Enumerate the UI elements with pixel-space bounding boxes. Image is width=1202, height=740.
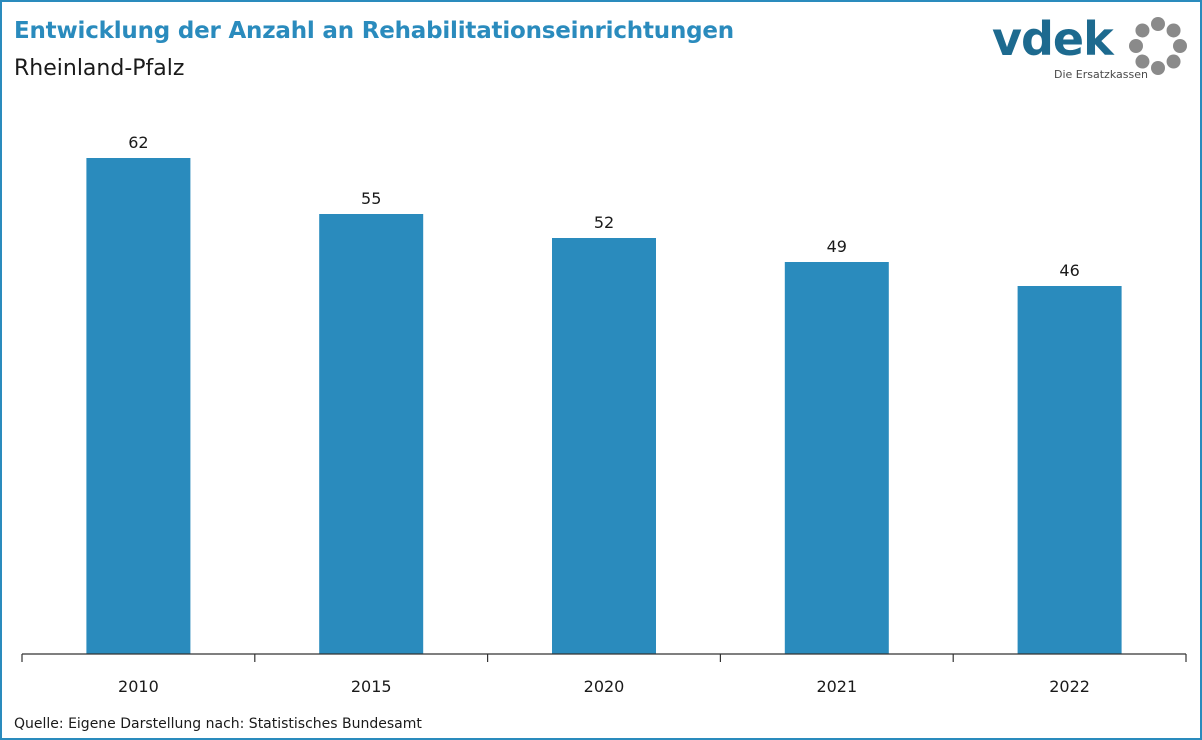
- data-label: 62: [128, 133, 148, 152]
- data-label: 49: [827, 237, 847, 256]
- logo-dot: [1173, 39, 1187, 53]
- data-label: 55: [361, 189, 381, 208]
- bar: [86, 158, 191, 654]
- bar: [552, 238, 656, 654]
- bar: [319, 214, 424, 654]
- bar: [784, 262, 889, 654]
- data-label: 52: [594, 213, 614, 232]
- logo-dot: [1135, 23, 1150, 38]
- logo-dot: [1129, 39, 1143, 53]
- vdek-logo-tagline: Die Ersatzkassen: [1054, 68, 1148, 81]
- vdek-logo-wordmark: vdek: [992, 12, 1114, 66]
- source-note: Quelle: Eigene Darstellung nach: Statist…: [14, 716, 422, 732]
- logo-dot: [1166, 23, 1181, 38]
- x-tick-label: 2010: [118, 677, 159, 696]
- logo-dot: [1166, 54, 1181, 69]
- chart-subtitle: Rheinland-Pfalz: [14, 56, 185, 81]
- data-label: 46: [1059, 261, 1079, 280]
- logo-dot: [1135, 54, 1150, 69]
- x-tick-label: 2015: [351, 677, 392, 696]
- chart-title: Entwicklung der Anzahl an Rehabilitation…: [14, 18, 734, 44]
- x-tick-label: 2022: [1049, 677, 1090, 696]
- x-tick-label: 2021: [816, 677, 857, 696]
- x-tick-label: 2020: [584, 677, 625, 696]
- bar: [1017, 286, 1122, 654]
- logo-dot: [1151, 61, 1165, 75]
- ring-of-dots-icon: [1129, 17, 1187, 75]
- logo-dot: [1151, 17, 1165, 31]
